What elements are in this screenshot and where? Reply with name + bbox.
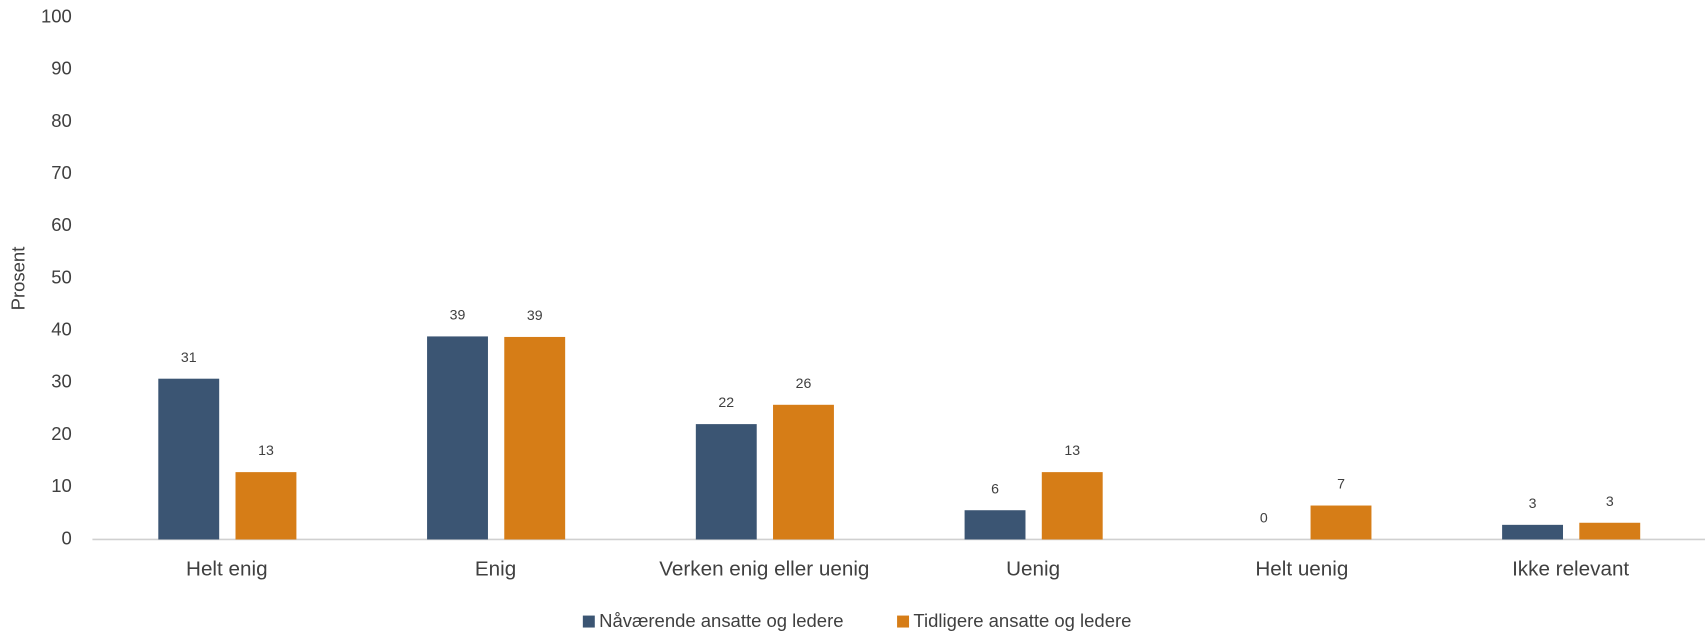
legend-label: Tidligere ansatte og ledere — [913, 610, 1131, 631]
data-label: 26 — [796, 375, 812, 391]
x-tick-label: Helt uenig — [1255, 557, 1348, 580]
y-tick-label: 60 — [51, 214, 72, 235]
y-tick-label: 20 — [51, 423, 72, 444]
bar — [235, 472, 297, 540]
legend-swatch — [897, 615, 910, 628]
data-label: 3 — [1606, 493, 1614, 509]
y-tick-label: 50 — [51, 266, 72, 287]
x-tick-label: Verken enig eller uenig — [659, 557, 869, 580]
data-label: 0 — [1260, 510, 1268, 526]
data-label: 13 — [258, 442, 274, 458]
data-label: 39 — [450, 306, 466, 322]
data-label: 7 — [1337, 476, 1345, 492]
bar — [1041, 472, 1103, 540]
x-tick-label: Ikke relevant — [1512, 557, 1629, 580]
bar — [1579, 522, 1641, 540]
y-tick-label: 40 — [51, 319, 72, 340]
y-tick-label: 30 — [51, 371, 72, 392]
x-tick-label: Enig — [475, 557, 516, 580]
y-tick-label: 10 — [51, 475, 72, 496]
bar — [504, 336, 566, 540]
legend-swatch — [582, 615, 595, 628]
y-tick-label: 70 — [51, 162, 72, 183]
x-tick-label: Uenig — [1006, 557, 1060, 580]
bar — [695, 424, 757, 540]
y-tick-label: 100 — [41, 5, 72, 26]
bar — [773, 404, 834, 540]
data-label: 31 — [181, 349, 197, 365]
y-tick-label: 80 — [51, 110, 72, 131]
x-tick-label: Helt enig — [186, 557, 268, 580]
data-label: 6 — [991, 480, 999, 496]
data-label: 3 — [1529, 495, 1537, 511]
bar — [158, 378, 220, 540]
bar — [964, 510, 1026, 540]
bar — [427, 336, 488, 540]
bar — [1502, 524, 1564, 540]
data-label: 22 — [718, 394, 734, 410]
data-label: 13 — [1064, 442, 1080, 458]
y-tick-label: 90 — [51, 58, 72, 79]
bar — [1310, 505, 1372, 540]
data-label: 39 — [527, 307, 543, 323]
y-axis-label: Prosent — [7, 247, 28, 311]
y-tick-label: 0 — [61, 527, 71, 548]
legend-label: Nåværende ansatte og ledere — [599, 610, 843, 631]
